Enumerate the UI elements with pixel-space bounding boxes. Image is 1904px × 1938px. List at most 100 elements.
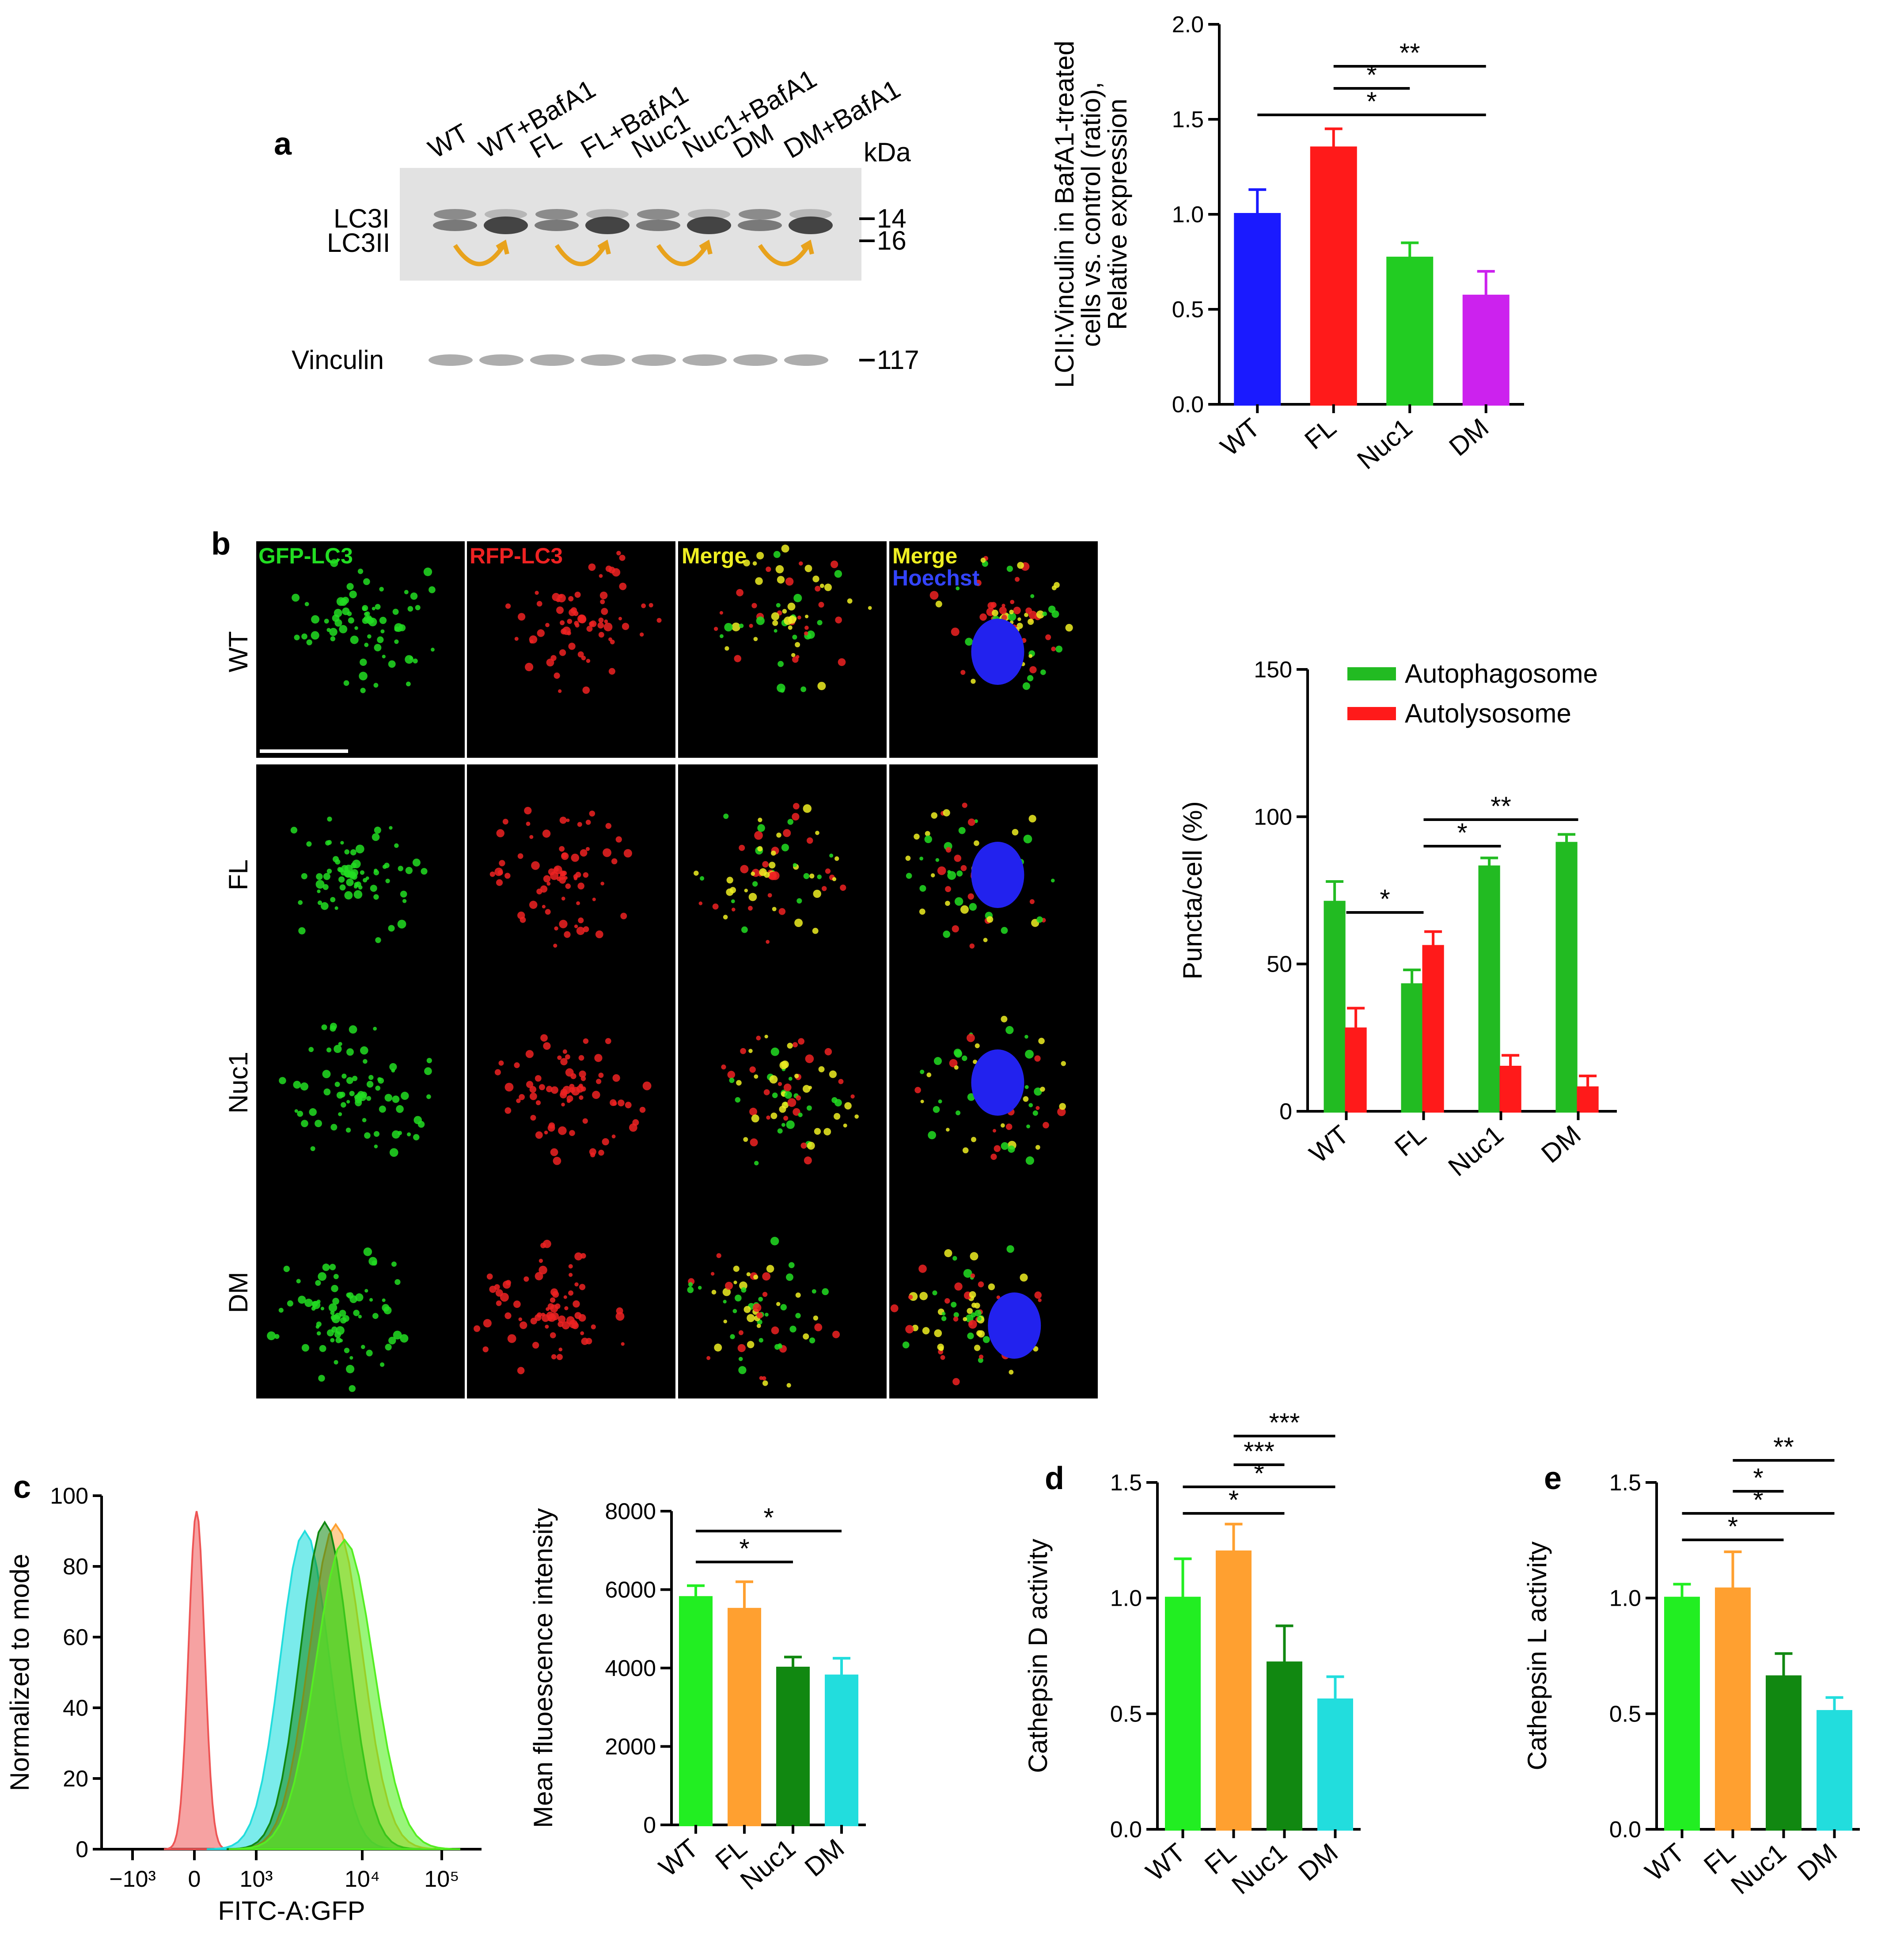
puncta bbox=[1034, 1055, 1041, 1062]
puncta bbox=[330, 1311, 335, 1315]
puncta bbox=[781, 844, 789, 851]
puncta bbox=[589, 810, 595, 817]
puncta bbox=[935, 600, 942, 608]
puncta bbox=[389, 1063, 397, 1071]
puncta bbox=[762, 1272, 771, 1281]
puncta bbox=[806, 1105, 812, 1111]
puncta bbox=[729, 887, 736, 893]
puncta bbox=[304, 1299, 313, 1307]
puncta bbox=[407, 606, 413, 612]
puncta bbox=[922, 1327, 930, 1334]
puncta bbox=[574, 591, 581, 598]
puncta bbox=[392, 608, 399, 615]
puncta bbox=[931, 873, 935, 878]
puncta bbox=[792, 635, 797, 640]
puncta bbox=[757, 846, 763, 851]
puncta bbox=[723, 915, 728, 920]
puncta bbox=[868, 606, 872, 610]
bar bbox=[1386, 256, 1434, 406]
puncta bbox=[298, 927, 306, 935]
puncta bbox=[785, 577, 794, 586]
puncta bbox=[906, 873, 912, 879]
channel-label-hoechst: Hoechst bbox=[892, 566, 980, 590]
puncta bbox=[1025, 607, 1032, 614]
puncta bbox=[815, 831, 819, 835]
y-tick-label: 0.5 bbox=[1172, 297, 1204, 323]
puncta bbox=[426, 1094, 431, 1099]
puncta bbox=[789, 1326, 796, 1333]
lc3ii-band bbox=[585, 217, 630, 234]
puncta bbox=[778, 1082, 782, 1086]
puncta bbox=[360, 688, 366, 693]
puncta bbox=[317, 900, 322, 905]
puncta bbox=[776, 603, 781, 608]
puncta bbox=[595, 930, 603, 939]
puncta bbox=[339, 625, 348, 634]
significance-label: * bbox=[1457, 818, 1467, 847]
puncta bbox=[293, 1080, 301, 1089]
puncta bbox=[758, 817, 762, 822]
puncta bbox=[743, 1137, 748, 1142]
puncta bbox=[974, 1345, 981, 1351]
puncta bbox=[548, 868, 555, 875]
micrograph-tile bbox=[256, 541, 465, 758]
puncta bbox=[794, 1073, 799, 1079]
nucleus bbox=[971, 619, 1024, 685]
legend-swatch bbox=[1347, 707, 1396, 720]
conversion-arrow bbox=[453, 244, 506, 266]
y-tick-label: 150 bbox=[1254, 657, 1292, 683]
puncta bbox=[346, 1100, 350, 1104]
puncta bbox=[809, 874, 815, 879]
puncta bbox=[294, 1109, 298, 1113]
puncta bbox=[700, 876, 705, 881]
puncta bbox=[748, 1049, 753, 1053]
puncta bbox=[804, 615, 809, 619]
puncta bbox=[740, 1048, 747, 1054]
puncta bbox=[770, 1237, 779, 1246]
puncta bbox=[334, 1045, 342, 1053]
puncta bbox=[557, 1055, 562, 1060]
puncta bbox=[620, 912, 627, 920]
puncta bbox=[1034, 1087, 1042, 1096]
puncta bbox=[483, 1319, 492, 1328]
bar bbox=[1499, 1066, 1521, 1113]
puncta bbox=[547, 1124, 555, 1132]
puncta bbox=[1017, 562, 1024, 569]
puncta bbox=[364, 612, 368, 616]
puncta bbox=[975, 1310, 982, 1317]
puncta bbox=[566, 1095, 573, 1102]
puncta bbox=[306, 841, 312, 847]
puncta bbox=[385, 878, 390, 883]
puncta bbox=[772, 620, 778, 626]
puncta bbox=[405, 866, 413, 874]
puncta bbox=[943, 931, 951, 938]
x-tick-label: DM bbox=[1444, 413, 1494, 462]
puncta bbox=[374, 1144, 378, 1148]
microscopy-grid bbox=[256, 541, 1098, 1398]
puncta bbox=[787, 602, 796, 611]
puncta bbox=[279, 1077, 286, 1084]
puncta bbox=[971, 1312, 976, 1318]
puncta bbox=[576, 901, 580, 905]
puncta bbox=[504, 1083, 514, 1092]
puncta bbox=[583, 872, 589, 878]
puncta bbox=[937, 866, 946, 875]
puncta bbox=[550, 1297, 556, 1303]
puncta bbox=[496, 829, 504, 837]
puncta bbox=[1020, 1273, 1028, 1282]
lc3ii-band bbox=[636, 220, 680, 231]
x-tick-label: WT bbox=[1215, 413, 1266, 462]
puncta bbox=[330, 559, 338, 567]
puncta bbox=[967, 1093, 975, 1101]
puncta bbox=[1035, 1106, 1040, 1110]
puncta bbox=[346, 1048, 354, 1056]
y-tick-label: 0.0 bbox=[1110, 1817, 1142, 1843]
bar bbox=[1817, 1710, 1852, 1831]
puncta bbox=[980, 557, 986, 563]
bar bbox=[1555, 842, 1578, 1113]
puncta bbox=[574, 924, 578, 928]
puncta bbox=[905, 1325, 914, 1334]
puncta bbox=[306, 639, 312, 646]
micrograph-tile bbox=[678, 541, 887, 758]
puncta bbox=[734, 655, 741, 662]
